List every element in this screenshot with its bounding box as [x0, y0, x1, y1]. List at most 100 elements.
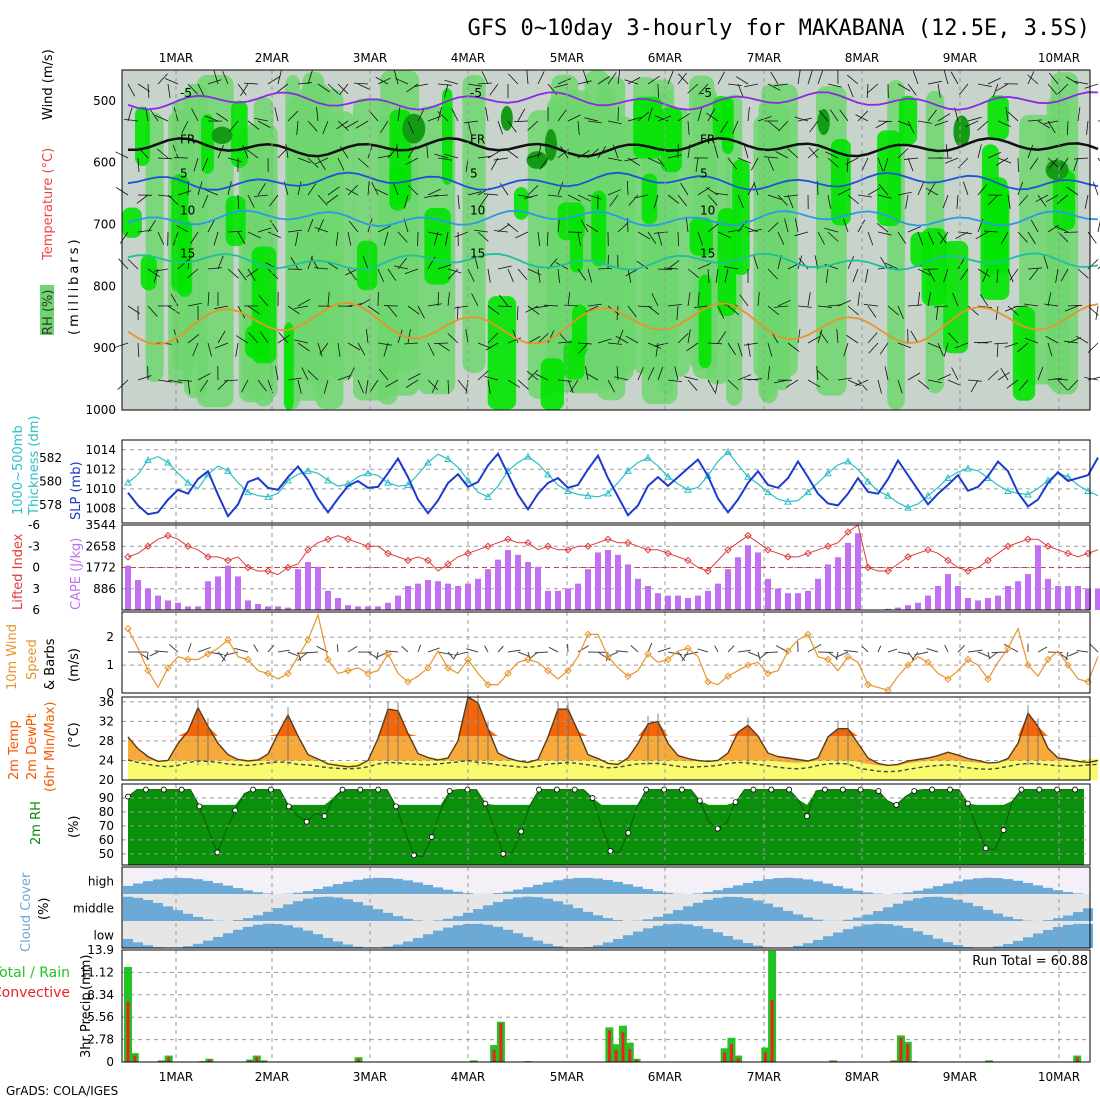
- wind-barb: [487, 332, 499, 344]
- cape-bar: [215, 576, 221, 610]
- temp-tick-label: 20: [99, 773, 114, 787]
- cloud-bar: [543, 898, 553, 921]
- cloud-bar: [693, 926, 703, 948]
- wind-barb: [1037, 120, 1051, 129]
- wind-barb: [897, 148, 909, 159]
- contour-label: FR: [700, 132, 715, 146]
- wind-barb: [715, 379, 719, 394]
- wind-barb: [404, 342, 419, 345]
- wind-barb: [927, 182, 936, 196]
- cloud-bar: [473, 923, 483, 948]
- wind-barb: [917, 182, 925, 196]
- cloud-unit-label: (%): [37, 898, 52, 921]
- slp-tick-label: 1008: [85, 501, 116, 515]
- wind10-axis-label: 10m Wind: [5, 624, 20, 690]
- wind-barb: [678, 73, 689, 85]
- wind-barb: [743, 144, 749, 159]
- cloud-bar: [673, 910, 683, 921]
- cloud-bar: [743, 882, 753, 894]
- wind-barb: [485, 342, 499, 351]
- wind-barb: [717, 305, 725, 319]
- wind-barb: [447, 379, 450, 394]
- wind-barb: [767, 222, 779, 233]
- cloud-bar: [133, 942, 143, 948]
- rh2m-marker: [875, 788, 882, 794]
- temperature-line: [127, 695, 1099, 768]
- wind-barb: [897, 231, 907, 244]
- wind-barb: [447, 268, 462, 274]
- top-date-label: 6MAR: [648, 51, 683, 65]
- wind10-barb: [168, 644, 179, 653]
- wind10-barb: [417, 644, 422, 653]
- cape-bar: [725, 569, 731, 610]
- wind-barb: [167, 194, 179, 205]
- rh-axis-label: RH (%): [41, 290, 56, 335]
- wind-barb: [497, 120, 504, 135]
- thickness-marker: [1024, 490, 1032, 498]
- wind-barb: [193, 157, 199, 172]
- cloud-bar: [823, 936, 833, 948]
- cape-bar: [905, 605, 911, 610]
- wind-barb: [667, 154, 682, 159]
- wind10-marker: [424, 664, 432, 672]
- cloud-bar: [453, 916, 463, 921]
- cape-bar: [545, 590, 551, 610]
- wind-barb: [667, 379, 682, 383]
- thickness-marker: [824, 469, 832, 477]
- wind-barb: [878, 184, 889, 196]
- wind10-marker: [804, 630, 812, 639]
- cape-bar: [255, 604, 261, 610]
- millibars-axis-label: (millibars): [67, 236, 82, 335]
- rh2m-marker: [393, 803, 399, 810]
- wind10-barb: [507, 649, 521, 653]
- wind-barb: [654, 342, 669, 347]
- cape-bar: [175, 602, 181, 610]
- wind-barb: [259, 331, 269, 344]
- cape-bar: [765, 578, 771, 610]
- wind-barb: [431, 379, 439, 393]
- wind-barb: [544, 304, 559, 307]
- cloud-bar: [1013, 880, 1023, 894]
- cape-bar: [185, 606, 191, 610]
- cloud-bar: [343, 899, 353, 921]
- wind-barb: [213, 70, 219, 85]
- precip-convective-bar: [492, 1049, 496, 1062]
- rh-saturated-patch: [633, 96, 663, 159]
- wind-barb: [947, 379, 962, 386]
- wind-barb: [487, 379, 491, 394]
- wind-barb: [127, 107, 133, 122]
- wind10-barb: [1076, 650, 1089, 653]
- cape-bar: [425, 580, 431, 610]
- wind-barb: [314, 226, 329, 233]
- wind-barb: [857, 379, 868, 391]
- wind-barb: [717, 331, 727, 344]
- wind-barb: [137, 375, 152, 381]
- rh-moist-column: [649, 108, 690, 377]
- wind-barb: [778, 120, 789, 132]
- top-date-label: 7MAR: [747, 51, 782, 65]
- wind-barb: [437, 264, 452, 270]
- li-marker: [264, 567, 272, 575]
- bottom-date-label: 2MAR: [255, 1070, 290, 1084]
- cloud-bar: [763, 903, 773, 921]
- cloud-bar: [183, 878, 193, 894]
- cloud-bar: [643, 919, 653, 921]
- wind-barb: [375, 76, 389, 85]
- wind-barb: [1005, 107, 1009, 122]
- wind-barb: [684, 376, 699, 381]
- wind-barb: [897, 120, 912, 127]
- wind-barb: [247, 194, 255, 208]
- cloud-bar: [243, 926, 253, 948]
- rh-saturated-patch: [225, 195, 246, 247]
- cloud-bar: [663, 924, 673, 948]
- wind-barb: [807, 148, 819, 159]
- wind-barb: [338, 83, 349, 96]
- wind-barb: [274, 107, 279, 122]
- wind-barb: [747, 342, 751, 357]
- wind-barb: [653, 194, 659, 209]
- wind-barb: [917, 292, 921, 307]
- cloud-bar: [443, 889, 453, 894]
- wind-barb: [527, 369, 539, 381]
- wind-barb: [907, 120, 915, 134]
